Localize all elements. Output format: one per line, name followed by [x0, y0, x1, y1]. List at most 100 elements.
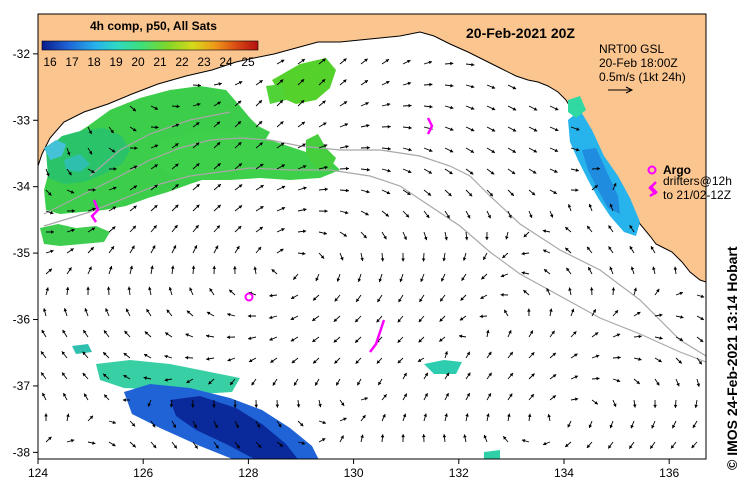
- current-arrow: [129, 441, 137, 448]
- lon-tick-label: 134: [554, 466, 574, 480]
- current-arrow: [312, 294, 320, 301]
- argo-float-marker: [244, 292, 254, 302]
- current-arrow: [654, 378, 660, 386]
- current-arrow: [339, 123, 349, 128]
- current-arrow: [612, 309, 619, 317]
- current-arrow: [105, 308, 110, 317]
- current-arrow: [108, 226, 116, 233]
- current-arrow: [460, 294, 467, 301]
- current-arrow: [486, 105, 496, 111]
- current-arrow: [150, 224, 158, 233]
- current-arrow: [547, 413, 551, 422]
- current-arrow: [528, 393, 535, 401]
- current-arrow: [401, 252, 405, 262]
- current-arrow: [354, 315, 362, 323]
- current-arrow: [528, 373, 535, 380]
- current-arrow: [276, 142, 285, 149]
- current-arrow: [290, 336, 299, 342]
- current-arrow: [609, 266, 614, 275]
- current-arrow: [609, 203, 614, 212]
- current-arrow: [381, 394, 387, 401]
- longitude-axis: 124 126 128 130 132 134 136: [28, 459, 680, 480]
- current-arrow: [444, 351, 448, 359]
- current-arrow: [586, 246, 593, 254]
- current-arrow: [255, 441, 262, 449]
- current-arrow: [40, 351, 47, 359]
- current-arrow: [143, 376, 152, 380]
- current-arrow: [171, 143, 179, 149]
- current-arrow: [465, 62, 475, 67]
- current-arrow: [633, 357, 642, 361]
- current-arrow: [542, 249, 551, 254]
- colorbar-tick-label: 21: [153, 55, 167, 69]
- current-arrow: [630, 420, 635, 429]
- plot-frame: [37, 13, 707, 460]
- legend-scale: 0.5m/s (1kt 24h): [599, 70, 686, 84]
- current-arrow: [397, 357, 404, 364]
- current-arrow: [150, 204, 158, 212]
- current-arrow: [213, 441, 220, 449]
- current-arrow: [269, 315, 278, 320]
- current-arrow: [444, 392, 449, 401]
- current-arrow: [402, 168, 412, 174]
- current-arrow: [87, 168, 95, 174]
- current-arrow: [549, 330, 555, 338]
- current-arrow: [423, 372, 429, 380]
- current-arrow: [339, 166, 350, 171]
- current-arrow: [419, 294, 425, 303]
- current-arrow: [45, 436, 52, 443]
- current-arrow: [549, 210, 554, 218]
- current-arrow: [339, 79, 347, 86]
- current-arrow: [129, 205, 137, 212]
- current-arrow: [192, 441, 199, 449]
- current-arrow: [227, 312, 236, 317]
- current-arrow: [360, 189, 370, 194]
- colorbar-tick-label: 23: [197, 55, 211, 69]
- current-arrow: [549, 395, 557, 401]
- current-arrow: [129, 126, 137, 132]
- current-arrow: [270, 357, 278, 364]
- current-arrow: [108, 126, 115, 134]
- current-arrow: [380, 434, 385, 443]
- current-arrow: [402, 393, 408, 401]
- current-arrow: [444, 126, 454, 131]
- current-arrow: [439, 315, 446, 322]
- current-arrow: [171, 123, 180, 128]
- current-arrow: [61, 351, 68, 359]
- current-arrow: [609, 420, 614, 429]
- current-arrow: [444, 168, 453, 175]
- current-arrow: [339, 435, 344, 443]
- current-arrow: [255, 99, 263, 107]
- current-arrow: [87, 415, 94, 422]
- current-arrow: [297, 165, 307, 170]
- current-arrow: [108, 245, 115, 254]
- current-arrow: [339, 188, 349, 193]
- current-arrow: [226, 335, 236, 339]
- current-arrow: [528, 210, 533, 219]
- current-arrow: [356, 378, 362, 386]
- current-arrow: [247, 336, 257, 340]
- current-arrow: [255, 79, 263, 86]
- current-arrow: [438, 336, 446, 342]
- current-arrow: [108, 206, 117, 212]
- current-arrow: [311, 315, 320, 322]
- current-arrow: [318, 58, 326, 65]
- current-arrow: [675, 315, 684, 319]
- current-arrow: [401, 434, 405, 443]
- current-arrow: [247, 314, 257, 318]
- current-arrow: [423, 104, 433, 109]
- colorbar: 4h comp, p50, All Sats 16 17 18 19 20 21 22 23 2…: [41, 19, 259, 69]
- current-arrow: [691, 441, 698, 449]
- current-arrow: [272, 378, 278, 386]
- current-arrow: [129, 146, 138, 150]
- current-arrow: [192, 183, 200, 191]
- current-arrow: [465, 147, 475, 153]
- current-arrow: [123, 352, 131, 359]
- current-arrow: [339, 100, 348, 107]
- current-arrow: [549, 308, 553, 317]
- argo-legend: Argo drifters@12h to 21/02-12Z: [647, 163, 732, 202]
- current-arrow: [439, 294, 446, 302]
- current-arrow: [486, 189, 494, 197]
- current-arrow: [82, 372, 89, 380]
- current-arrow: [464, 231, 469, 241]
